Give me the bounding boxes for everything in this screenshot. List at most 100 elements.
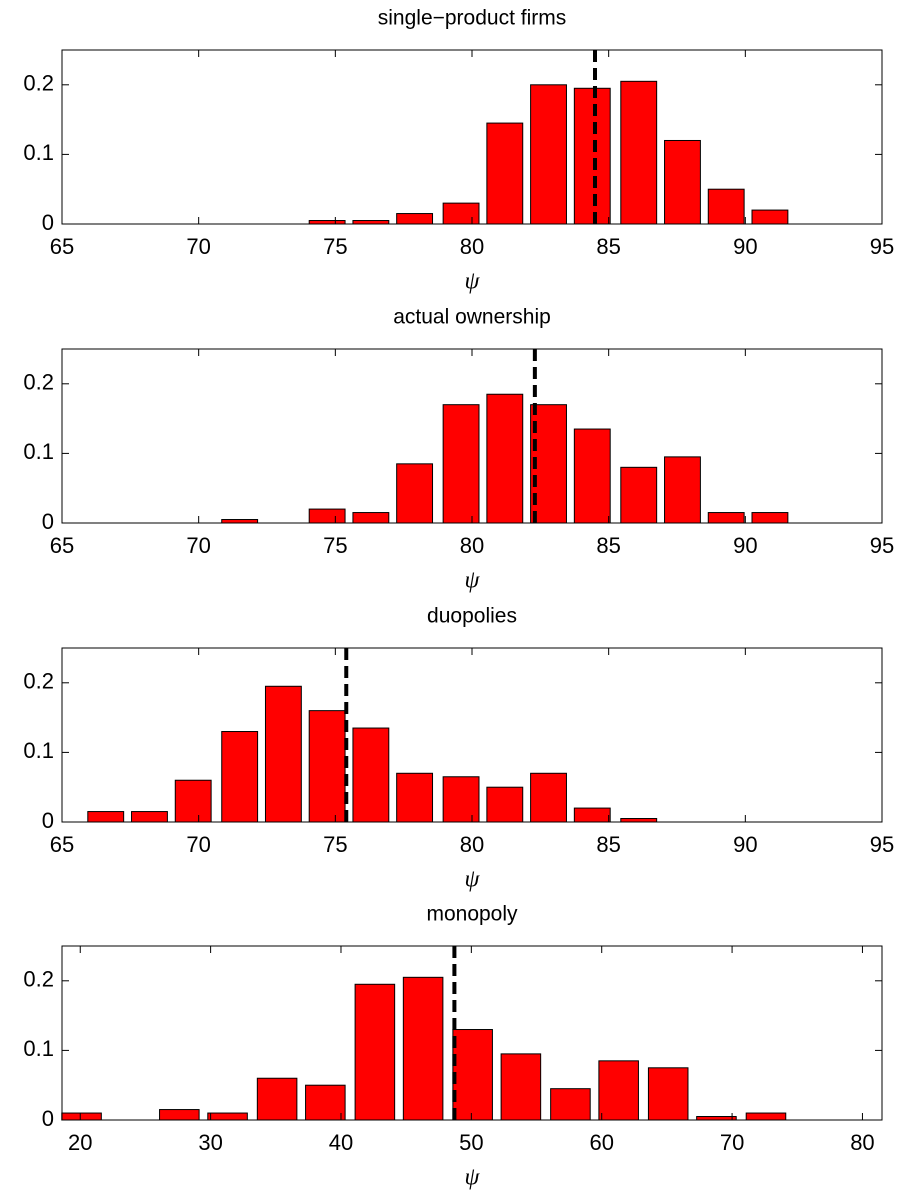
- x-tick-label: 85: [596, 533, 620, 558]
- x-tick-label: 30: [198, 1130, 222, 1155]
- x-tick-label: 20: [68, 1130, 92, 1155]
- bar: [486, 393, 524, 524]
- x-tick-label: 95: [870, 234, 894, 259]
- x-tick-label: 85: [596, 832, 620, 857]
- x-tick-label: 70: [186, 832, 210, 857]
- bar: [442, 776, 480, 823]
- y-tick-label: 0.2: [23, 71, 54, 96]
- x-tick-label: 60: [589, 1130, 613, 1155]
- x-tick-label: 75: [323, 234, 347, 259]
- axes-box: [61, 945, 883, 1121]
- bar: [573, 428, 611, 524]
- bar: [87, 811, 125, 823]
- x-tick-label: 70: [720, 1130, 744, 1155]
- bar: [256, 1077, 298, 1121]
- bar: [664, 456, 701, 524]
- y-tick-label: 0.1: [23, 738, 54, 763]
- bar: [530, 84, 567, 225]
- x-tick-label: 65: [50, 234, 74, 259]
- bar: [308, 710, 346, 823]
- bar: [352, 512, 390, 524]
- chart-title: actual ownership: [393, 306, 551, 329]
- x-tick-label: 75: [323, 832, 347, 857]
- x-axis-label: ψ: [465, 867, 481, 893]
- bar: [620, 466, 658, 524]
- chart-title: duopolies: [427, 605, 517, 628]
- y-tick-label: 0.2: [23, 669, 54, 694]
- chart-title: monopoly: [426, 903, 518, 926]
- x-tick-label: 80: [460, 832, 484, 857]
- x-tick-label: 90: [733, 832, 757, 857]
- bar: [174, 779, 212, 823]
- x-tick-label: 90: [733, 533, 757, 558]
- bar: [221, 731, 259, 823]
- bar: [308, 508, 346, 524]
- x-tick-label: 65: [50, 832, 74, 857]
- bar: [530, 772, 567, 823]
- x-tick-label: 95: [870, 533, 894, 558]
- x-tick-label: 85: [596, 234, 620, 259]
- y-tick-label: 0.1: [23, 1036, 54, 1061]
- x-tick-label: 75: [323, 533, 347, 558]
- x-tick-label: 40: [329, 1130, 353, 1155]
- bar: [550, 1088, 591, 1121]
- bar: [745, 1112, 787, 1121]
- bar: [207, 1112, 248, 1121]
- bar: [442, 202, 480, 225]
- x-axis-label: ψ: [465, 568, 481, 594]
- y-tick-label: 0.1: [23, 439, 54, 464]
- bar: [664, 139, 701, 225]
- chart-title: single−product firms: [378, 7, 567, 30]
- y-tick-label: 0: [42, 210, 54, 235]
- bar: [751, 512, 789, 524]
- bar: [402, 976, 444, 1121]
- y-tick-label: 0: [42, 509, 54, 534]
- bar: [159, 1109, 200, 1121]
- bar: [61, 1112, 102, 1121]
- plot-frame: [62, 50, 882, 224]
- y-tick-label: 0: [42, 808, 54, 833]
- x-tick-label: 80: [850, 1130, 874, 1155]
- bar: [598, 1060, 639, 1121]
- x-tick-label: 50: [459, 1130, 483, 1155]
- bar: [221, 519, 259, 524]
- y-tick-label: 0.1: [23, 140, 54, 165]
- x-axis-label: ψ: [465, 269, 481, 295]
- bar: [131, 811, 168, 823]
- bar: [620, 80, 658, 225]
- x-tick-label: 65: [50, 533, 74, 558]
- x-tick-label: 80: [460, 533, 484, 558]
- bar: [352, 727, 390, 823]
- y-tick-label: 0: [42, 1106, 54, 1131]
- bar: [500, 1053, 542, 1121]
- bar: [352, 220, 390, 225]
- x-tick-label: 70: [186, 533, 210, 558]
- bar: [486, 786, 524, 823]
- bar: [696, 1116, 737, 1121]
- bar: [707, 512, 745, 524]
- bar: [751, 209, 789, 225]
- bar: [264, 685, 302, 823]
- x-tick-label: 95: [870, 832, 894, 857]
- bar: [442, 404, 480, 524]
- x-tick-label: 70: [186, 234, 210, 259]
- bar: [396, 772, 434, 823]
- bar: [486, 122, 524, 225]
- x-axis-label: ψ: [465, 1165, 481, 1191]
- bar: [452, 1029, 493, 1121]
- bar: [647, 1067, 689, 1121]
- bar: [620, 818, 658, 823]
- y-tick-label: 0.2: [23, 370, 54, 395]
- bar: [308, 220, 346, 225]
- x-tick-label: 90: [733, 234, 757, 259]
- bar: [396, 213, 434, 225]
- x-tick-label: 80: [460, 234, 484, 259]
- bar: [305, 1084, 346, 1121]
- bar: [354, 983, 396, 1121]
- bar: [573, 87, 611, 225]
- bar: [573, 807, 611, 823]
- bar: [707, 188, 745, 225]
- bar: [396, 463, 434, 524]
- y-tick-label: 0.2: [23, 967, 54, 992]
